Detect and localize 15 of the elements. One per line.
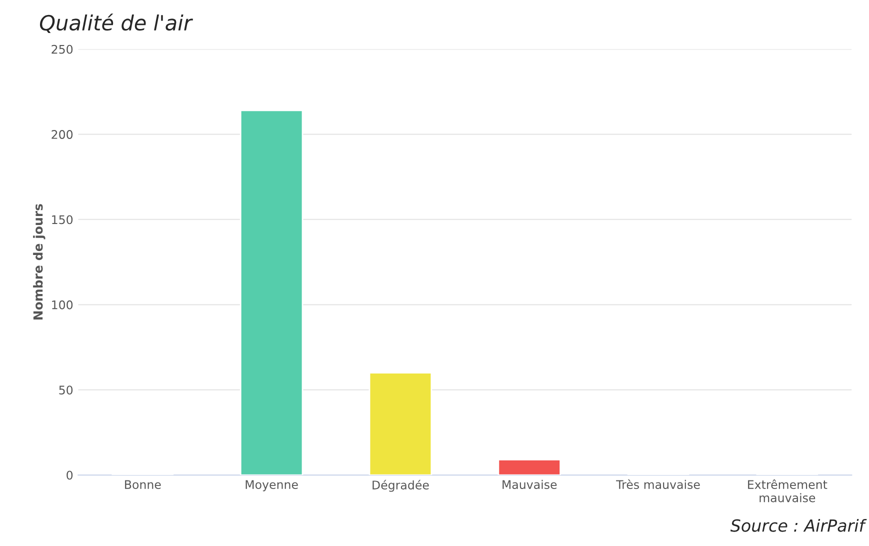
y-tick-label: 200	[52, 130, 73, 139]
x-tick-label: Mauvaise	[502, 480, 557, 490]
chart-title: Qualité de l'air	[40, 14, 194, 34]
x-tick-label: Moyenne	[246, 480, 298, 492]
y-tick-label: 150	[52, 215, 73, 224]
source-note: Source : AirParif	[730, 518, 867, 532]
x-tick-label: Extrêmement mauvaise	[748, 479, 828, 502]
y-tick-label: 100	[52, 300, 73, 310]
x-tick-label: Bonne	[125, 480, 161, 490]
y-axis-title: Nombre de jours	[33, 204, 46, 320]
x-tick-label: Dégradée	[372, 480, 429, 492]
x-tick-label: Très mauvaise	[616, 479, 700, 490]
y-tick-label: 50	[59, 386, 73, 394]
y-tick-label: 0	[66, 470, 73, 480]
y-tick-label: 250	[52, 44, 73, 54]
